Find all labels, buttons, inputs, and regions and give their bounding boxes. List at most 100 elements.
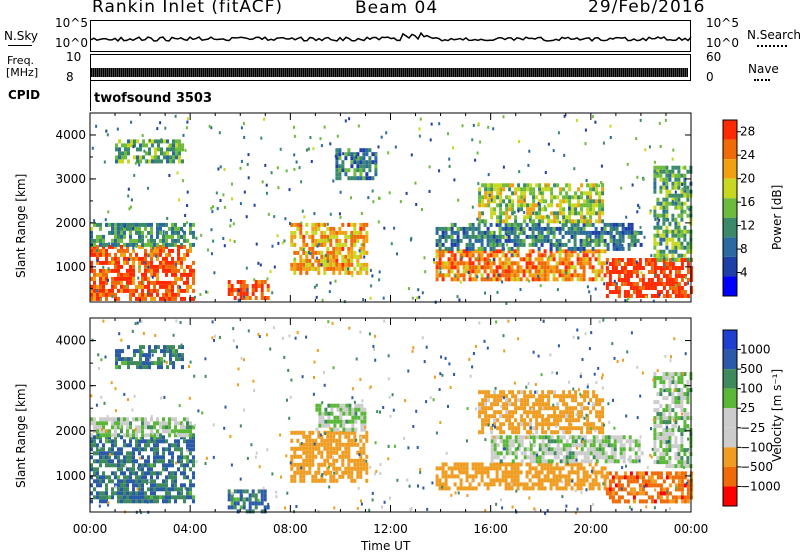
data-cell-0	[159, 248, 162, 253]
data-cell-10	[653, 448, 657, 453]
data-cell-10	[674, 424, 678, 429]
data-cell-8	[499, 211, 503, 216]
data-cell-7	[556, 447, 560, 452]
data-cell-4	[296, 430, 300, 435]
data-cell-4	[332, 226, 336, 231]
data-cell-0	[153, 296, 156, 301]
data-cell-5	[356, 156, 360, 161]
data-cell-2	[151, 155, 154, 160]
data-cell-4	[344, 430, 348, 435]
data-cell-4	[359, 266, 363, 271]
sparse-cell	[652, 299, 655, 303]
data-cell-10	[686, 229, 690, 234]
data-cell-4	[365, 430, 369, 435]
sparse-cell	[102, 265, 105, 269]
data-cell-0	[138, 491, 141, 496]
data-cell-9	[686, 266, 690, 270]
data-cell-8	[568, 199, 572, 204]
data-cell-8	[505, 418, 509, 423]
data-cell-0	[123, 459, 126, 464]
data-cell-5	[339, 407, 343, 412]
data-cell-4	[359, 446, 363, 451]
data-cell-10	[671, 253, 675, 258]
data-cell-4	[347, 446, 351, 451]
data-cell-8	[583, 215, 587, 220]
data-cell-4	[311, 242, 315, 247]
data-cell-8	[511, 203, 515, 208]
data-cell-6	[594, 462, 598, 467]
data-cell-0	[153, 439, 156, 444]
data-cell-7	[495, 238, 499, 243]
data-cell-9	[671, 290, 675, 294]
data-cell-5	[356, 176, 360, 181]
data-cell-0	[111, 443, 114, 448]
data-cell-0	[96, 443, 99, 448]
data-cell-0	[165, 252, 168, 257]
data-cell-7	[493, 439, 497, 444]
data-cell-9	[617, 499, 621, 504]
data-cell-4	[314, 250, 318, 255]
data-cell-0	[123, 495, 126, 500]
data-cell-6	[456, 486, 460, 491]
data-cell-10	[674, 249, 678, 254]
data-cell-9	[683, 282, 687, 286]
data-cell-0	[165, 284, 168, 289]
data-cell-0	[162, 451, 165, 456]
data-cell-10	[656, 416, 660, 421]
data-cell-7	[612, 226, 616, 231]
data-cell-8	[577, 414, 581, 419]
data-cell-8	[565, 191, 569, 196]
data-cell-10	[656, 456, 660, 461]
data-cell-8	[580, 430, 584, 435]
data-cell-0	[123, 260, 126, 265]
data-cell-2	[130, 361, 133, 366]
sparse-cell	[135, 245, 138, 248]
data-cell-4	[305, 258, 309, 263]
data-cell-0	[141, 296, 144, 301]
data-cell-1	[147, 421, 150, 426]
sparse-cell	[295, 160, 298, 164]
data-cell-4	[308, 434, 312, 439]
data-cell-4	[308, 442, 312, 447]
data-cell-8	[493, 414, 497, 419]
data-cell-6	[495, 253, 499, 258]
data-cell-4	[365, 438, 369, 443]
data-cell-1	[90, 230, 93, 235]
sparse-cell	[309, 252, 312, 256]
data-cell-6	[603, 474, 607, 479]
data-cell-1	[168, 226, 171, 231]
data-cell-2	[133, 139, 136, 144]
data-cell-0	[129, 495, 132, 500]
data-cell-10	[665, 181, 669, 186]
data-cell-6	[549, 478, 553, 483]
data-cell-6	[582, 474, 586, 479]
data-cell-7	[634, 451, 638, 456]
data-cell-7	[535, 455, 539, 460]
data-cell-0	[138, 256, 141, 261]
data-cell-0	[99, 260, 102, 265]
data-cell-10	[665, 253, 669, 258]
data-cell-7	[517, 439, 521, 444]
data-cell-2	[145, 361, 148, 366]
data-cell-8	[598, 418, 602, 423]
data-cell-10	[674, 201, 678, 206]
data-cell-5	[362, 148, 366, 153]
data-cell-2	[154, 151, 157, 156]
data-cell-9	[608, 479, 612, 484]
data-cell-6	[519, 277, 523, 282]
data-cell-1	[186, 429, 189, 434]
data-cell-7	[592, 443, 596, 448]
data-cell-7	[495, 242, 499, 247]
data-cell-4	[311, 222, 315, 227]
data-cell-0	[111, 459, 114, 464]
data-cell-8	[580, 207, 584, 212]
data-cell-10	[656, 436, 660, 441]
data-cell-0	[120, 495, 123, 500]
data-cell-8	[592, 422, 596, 427]
data-cell-1	[159, 238, 162, 243]
data-cell-0	[189, 459, 192, 464]
data-cell-6	[456, 466, 460, 471]
data-cell-5	[365, 148, 369, 153]
data-cell-6	[447, 273, 451, 278]
data-cell-4	[290, 462, 294, 467]
